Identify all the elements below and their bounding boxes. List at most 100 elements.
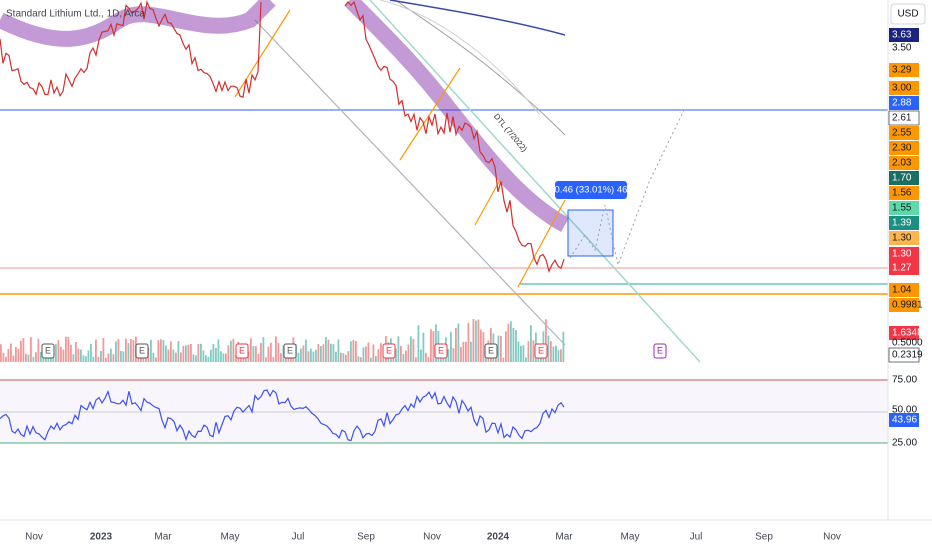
event-marker (283, 343, 297, 359)
volume-bar (505, 331, 507, 362)
volume-bar (517, 341, 520, 362)
volume-bar (255, 346, 257, 362)
price-tag (889, 201, 919, 215)
price-label: 0.5000 (892, 338, 923, 349)
price-label: 2.61 (892, 113, 912, 124)
event-label: E (657, 345, 663, 355)
volume-bar (185, 345, 187, 362)
volume-bar (327, 339, 330, 362)
volume-bar (260, 342, 262, 362)
event-label: E (386, 345, 392, 355)
volume-bar (87, 350, 90, 362)
volume-bar (127, 343, 130, 362)
volume-bar (545, 319, 547, 362)
volume-bar (552, 346, 555, 362)
volume-bar (350, 341, 352, 362)
price-label: 1.30 (892, 249, 912, 260)
volume-bar (270, 342, 272, 362)
measure-text: 0.46 (33.01%) 46 (555, 185, 628, 196)
price-label: 3.29 (892, 65, 912, 76)
currency-button[interactable] (890, 3, 926, 25)
volume-bar (20, 340, 22, 362)
volume-bar (165, 345, 167, 362)
volume-bar (77, 348, 80, 362)
volume-bar (122, 351, 125, 362)
volume-bar (497, 335, 500, 362)
volume-bar (305, 339, 307, 362)
volume-bar (520, 345, 522, 362)
volume-bar (82, 355, 85, 362)
volume-bar (380, 343, 382, 362)
volume-bar (80, 349, 82, 362)
price-tag (889, 171, 919, 185)
volume-bar (30, 337, 32, 362)
volume-bar (340, 352, 342, 362)
volume-bar (410, 336, 412, 362)
volume-bar (217, 339, 220, 362)
price-label: 2.03 (892, 158, 912, 169)
volume-bar (40, 351, 42, 362)
volume-bar (32, 356, 35, 362)
price-tag (889, 126, 919, 140)
currency[interactable]: USD (897, 9, 918, 20)
price-label: 2.88 (892, 98, 912, 109)
volume-bar (375, 356, 377, 362)
volume-bar (222, 353, 225, 362)
volume-bar (175, 352, 177, 362)
time-label: Mar (555, 532, 573, 543)
price-tag (888, 347, 920, 363)
moving-average (379, 0, 541, 116)
price-label: 1.70 (892, 173, 912, 184)
volume-bar (252, 345, 255, 362)
volume-bar (502, 357, 505, 362)
volume-bar (447, 349, 450, 362)
volume-bar (190, 344, 192, 362)
volume-bar (325, 337, 327, 362)
volume-bar (75, 342, 77, 362)
event-label: E (239, 345, 245, 355)
volume-bar (475, 320, 477, 362)
price-label: 2.30 (892, 143, 912, 154)
volume-bar (27, 354, 30, 362)
volume-bar (257, 353, 260, 362)
volume-bar (372, 344, 375, 362)
event-marker (653, 343, 667, 359)
trend-line (369, 0, 701, 363)
volume-bar (355, 341, 357, 362)
price-label: 3.00 (892, 83, 912, 94)
volume-bar (277, 343, 280, 362)
volume-bar (172, 349, 175, 362)
volume-bar (177, 341, 180, 362)
volume-bar (452, 348, 455, 362)
volume-bar (402, 353, 405, 362)
volume-bar (547, 335, 550, 362)
swing-line (234, 9, 566, 288)
volume-bar (110, 348, 112, 362)
volume-bar (62, 349, 65, 362)
volume-bar (477, 319, 480, 362)
volume-bar (210, 349, 212, 362)
volume-bar (97, 357, 100, 362)
volume-bar (347, 351, 350, 362)
volume-bar (307, 351, 310, 362)
volume-bar (15, 346, 17, 362)
price-label: 50.00 (892, 405, 917, 416)
volume-bar (150, 339, 152, 362)
price-label: 1.634M (892, 328, 925, 339)
volume-bar (462, 341, 465, 362)
volume-bar (455, 327, 457, 362)
volume-bar (480, 329, 482, 362)
volume-bar (132, 340, 135, 362)
volume-bar (342, 353, 345, 362)
volume-bar (412, 338, 415, 362)
volume-bar (525, 357, 527, 362)
price-tag (889, 413, 919, 427)
time-label: 2024 (487, 532, 510, 543)
volume-bar (510, 321, 512, 362)
volume-bar (90, 343, 92, 362)
volume-bar (100, 350, 102, 362)
volume-bar (310, 348, 312, 362)
volume-bar (400, 345, 402, 362)
volume-bar (352, 339, 355, 362)
volume-bar (225, 353, 227, 362)
